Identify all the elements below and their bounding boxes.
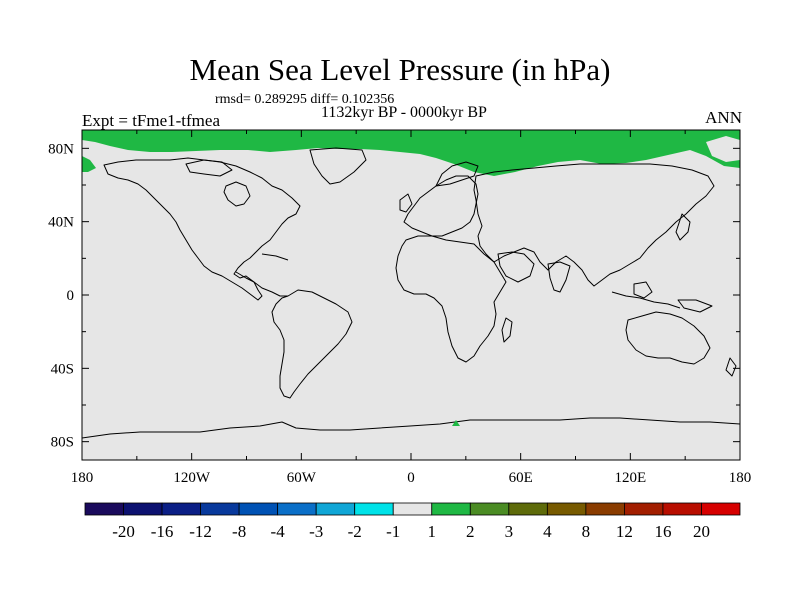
x-tick-label: 120W xyxy=(173,470,211,486)
colorbar-label: 20 xyxy=(693,522,710,541)
x-tick-label: 180 xyxy=(729,470,752,486)
colorbar-swatch xyxy=(161,502,201,516)
colorbar-label: -4 xyxy=(271,522,286,541)
antarctic-positive-spot xyxy=(452,420,460,426)
coast-new-guinea xyxy=(677,299,713,313)
colorbar-label: -16 xyxy=(151,522,174,541)
coast-cuba xyxy=(261,253,289,261)
coast-arabia xyxy=(497,251,535,283)
coast-british-isles xyxy=(399,193,413,213)
coast-australia xyxy=(625,311,711,365)
experiment-label: Expt = tFme1-tfmea xyxy=(82,111,221,130)
coast-scandinavia xyxy=(435,161,479,187)
coast-asia xyxy=(473,163,715,287)
coast-antarctica xyxy=(82,417,740,439)
colorbar-label: 3 xyxy=(505,522,514,541)
colorbar-swatch xyxy=(624,502,664,516)
colorbar-swatch xyxy=(392,502,433,516)
arctic-positive-region-west xyxy=(82,156,96,172)
colorbar-label: -12 xyxy=(189,522,212,541)
y-tick-label: 80N xyxy=(48,141,74,157)
period-label: 1132kyr BP - 0000kyr BP xyxy=(321,104,487,121)
colorbar-label: 2 xyxy=(466,522,475,541)
map-background xyxy=(82,130,740,460)
coast-arctic-islands xyxy=(185,159,233,177)
x-tick-label: 60E xyxy=(509,470,533,486)
colorbar-swatch xyxy=(585,502,625,516)
colorbar-swatch xyxy=(469,502,510,516)
coast-indonesia xyxy=(611,291,681,309)
coast-europe xyxy=(403,175,479,237)
stats-line: rmsd= 0.289295 diff= 0.102356 xyxy=(215,92,395,107)
colorbar-swatch xyxy=(431,502,471,516)
colorbar-label: 1 xyxy=(428,522,437,541)
coast-africa xyxy=(395,235,507,363)
colorbar-label: 16 xyxy=(654,522,671,541)
y-tick-label: 40N xyxy=(48,215,74,231)
near-zero-pocket xyxy=(706,136,740,162)
colorbar-label: 4 xyxy=(543,522,552,541)
colorbar-swatch xyxy=(315,502,356,516)
coast-madagascar xyxy=(501,317,513,343)
colorbar-swatch xyxy=(277,502,317,516)
colorbar-swatch xyxy=(123,502,163,516)
coast-north-america xyxy=(103,157,301,301)
x-tick-label: 60W xyxy=(287,470,317,486)
colorbar-label: 8 xyxy=(582,522,591,541)
colorbar-swatch xyxy=(200,502,240,516)
chart-title: Mean Sea Level Pressure (in hPa) xyxy=(189,52,611,87)
y-tick-label: 0 xyxy=(67,288,75,304)
colorbar-swatch xyxy=(508,502,548,516)
y-tick-label: 80S xyxy=(51,435,74,451)
colorbar-swatch xyxy=(701,502,741,516)
coast-japan xyxy=(675,213,691,241)
arctic-positive-region xyxy=(82,130,740,176)
colorbar-swatch xyxy=(238,502,279,516)
colorbar-swatch xyxy=(546,502,587,516)
colorbar-label: -8 xyxy=(232,522,246,541)
x-tick-label: 0 xyxy=(407,470,415,486)
colorbar-swatch xyxy=(84,502,124,516)
colorbar-label: -2 xyxy=(348,522,362,541)
coast-central-america xyxy=(235,271,288,297)
colorbar-label: -1 xyxy=(386,522,400,541)
colorbar-swatch xyxy=(354,502,394,516)
colorbar-label: 12 xyxy=(616,522,633,541)
coast-borneo xyxy=(633,281,653,299)
x-tick-label: 120E xyxy=(614,470,646,486)
coastlines xyxy=(82,147,740,439)
y-tick-label: 40S xyxy=(51,361,74,377)
coast-south-america xyxy=(271,289,353,399)
coast-new-zealand xyxy=(725,357,737,377)
colorbar-label: -20 xyxy=(112,522,135,541)
colorbar-swatch xyxy=(662,502,702,516)
colorbar-label: -3 xyxy=(309,522,323,541)
season-label: ANN xyxy=(705,108,742,127)
coast-india xyxy=(547,261,571,293)
coast-hudson-bay xyxy=(223,181,251,207)
coast-greenland xyxy=(309,147,367,185)
x-tick-label: 180 xyxy=(71,470,94,486)
